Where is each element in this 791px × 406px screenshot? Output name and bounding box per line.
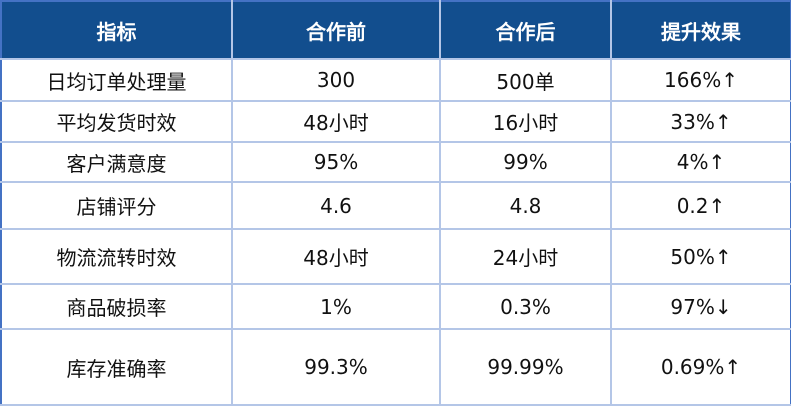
cell-before: 95% — [231, 141, 441, 183]
table-row: 物流流转时效 48小时 24小时 50%↑ — [0, 228, 791, 285]
cell-improvement: 50%↑ — [610, 228, 791, 285]
cell-metric: 物流流转时效 — [0, 228, 233, 285]
header-before: 合作前 — [231, 0, 441, 60]
cell-metric: 平均发货时效 — [0, 100, 233, 143]
cell-after: 24小时 — [439, 228, 612, 285]
table-row: 库存准确率 99.3% 99.99% 0.69%↑ — [0, 328, 791, 406]
cell-improvement: 166%↑ — [610, 58, 791, 102]
cell-before: 1% — [231, 283, 441, 330]
cell-metric: 库存准确率 — [0, 328, 233, 406]
cell-improvement: 97%↓ — [610, 283, 791, 330]
cell-before: 48小时 — [231, 228, 441, 285]
header-after: 合作后 — [439, 0, 612, 60]
header-row: 指标 合作前 合作后 提升效果 — [0, 0, 791, 60]
cell-before: 48小时 — [231, 100, 441, 143]
cell-before: 99.3% — [231, 328, 441, 406]
cell-before: 300 — [231, 58, 441, 102]
cell-improvement: 33%↑ — [610, 100, 791, 143]
cell-after: 500单 — [439, 58, 612, 102]
cell-metric: 商品破损率 — [0, 283, 233, 330]
cell-after: 16小时 — [439, 100, 612, 143]
table-row: 客户满意度 95% 99% 4%↑ — [0, 141, 791, 183]
cell-after: 4.8 — [439, 181, 612, 230]
cell-metric: 客户满意度 — [0, 141, 233, 183]
cell-metric: 店铺评分 — [0, 181, 233, 230]
cell-before: 4.6 — [231, 181, 441, 230]
table-row: 商品破损率 1% 0.3% 97%↓ — [0, 283, 791, 330]
header-metric: 指标 — [0, 0, 233, 60]
cell-after: 99.99% — [439, 328, 612, 406]
cell-after: 0.3% — [439, 283, 612, 330]
header-improvement: 提升效果 — [610, 0, 791, 60]
table-row: 平均发货时效 48小时 16小时 33%↑ — [0, 100, 791, 143]
table-row: 店铺评分 4.6 4.8 0.2↑ — [0, 181, 791, 230]
cell-metric: 日均订单处理量 — [0, 58, 233, 102]
table-row: 日均订单处理量 300 500单 166%↑ — [0, 58, 791, 102]
cell-improvement: 4%↑ — [610, 141, 791, 183]
cell-improvement: 0.69%↑ — [610, 328, 791, 406]
cell-after: 99% — [439, 141, 612, 183]
cell-improvement: 0.2↑ — [610, 181, 791, 230]
